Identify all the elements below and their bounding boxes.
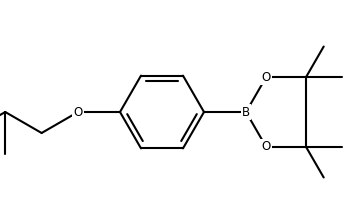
Text: B: B — [242, 106, 250, 119]
Text: O: O — [74, 106, 83, 119]
Text: O: O — [261, 140, 271, 153]
Text: O: O — [261, 71, 271, 84]
